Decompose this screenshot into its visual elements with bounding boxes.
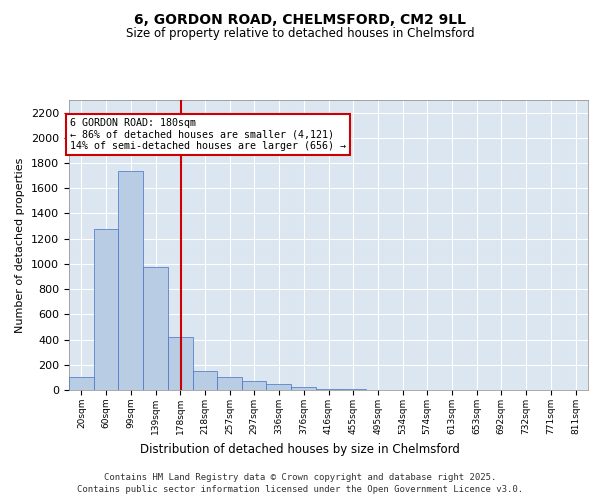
Y-axis label: Number of detached properties: Number of detached properties <box>16 158 25 332</box>
Text: 6 GORDON ROAD: 180sqm
← 86% of detached houses are smaller (4,121)
14% of semi-d: 6 GORDON ROAD: 180sqm ← 86% of detached … <box>70 118 346 152</box>
Bar <box>143 267 167 390</box>
Text: Distribution of detached houses by size in Chelmsford: Distribution of detached houses by size … <box>140 442 460 456</box>
Bar <box>167 337 193 390</box>
Bar <box>94 228 118 390</box>
Text: Contains HM Land Registry data © Crown copyright and database right 2025.: Contains HM Land Registry data © Crown c… <box>104 472 496 482</box>
Bar <box>217 378 242 390</box>
Bar <box>242 380 266 390</box>
Bar <box>193 371 217 390</box>
Text: Contains public sector information licensed under the Open Government Licence v3: Contains public sector information licen… <box>77 485 523 494</box>
Text: Size of property relative to detached houses in Chelmsford: Size of property relative to detached ho… <box>125 28 475 40</box>
Bar <box>316 388 341 390</box>
Text: 6, GORDON ROAD, CHELMSFORD, CM2 9LL: 6, GORDON ROAD, CHELMSFORD, CM2 9LL <box>134 12 466 26</box>
Bar <box>118 170 143 390</box>
Bar <box>69 378 94 390</box>
Bar <box>266 384 292 390</box>
Bar <box>292 388 316 390</box>
